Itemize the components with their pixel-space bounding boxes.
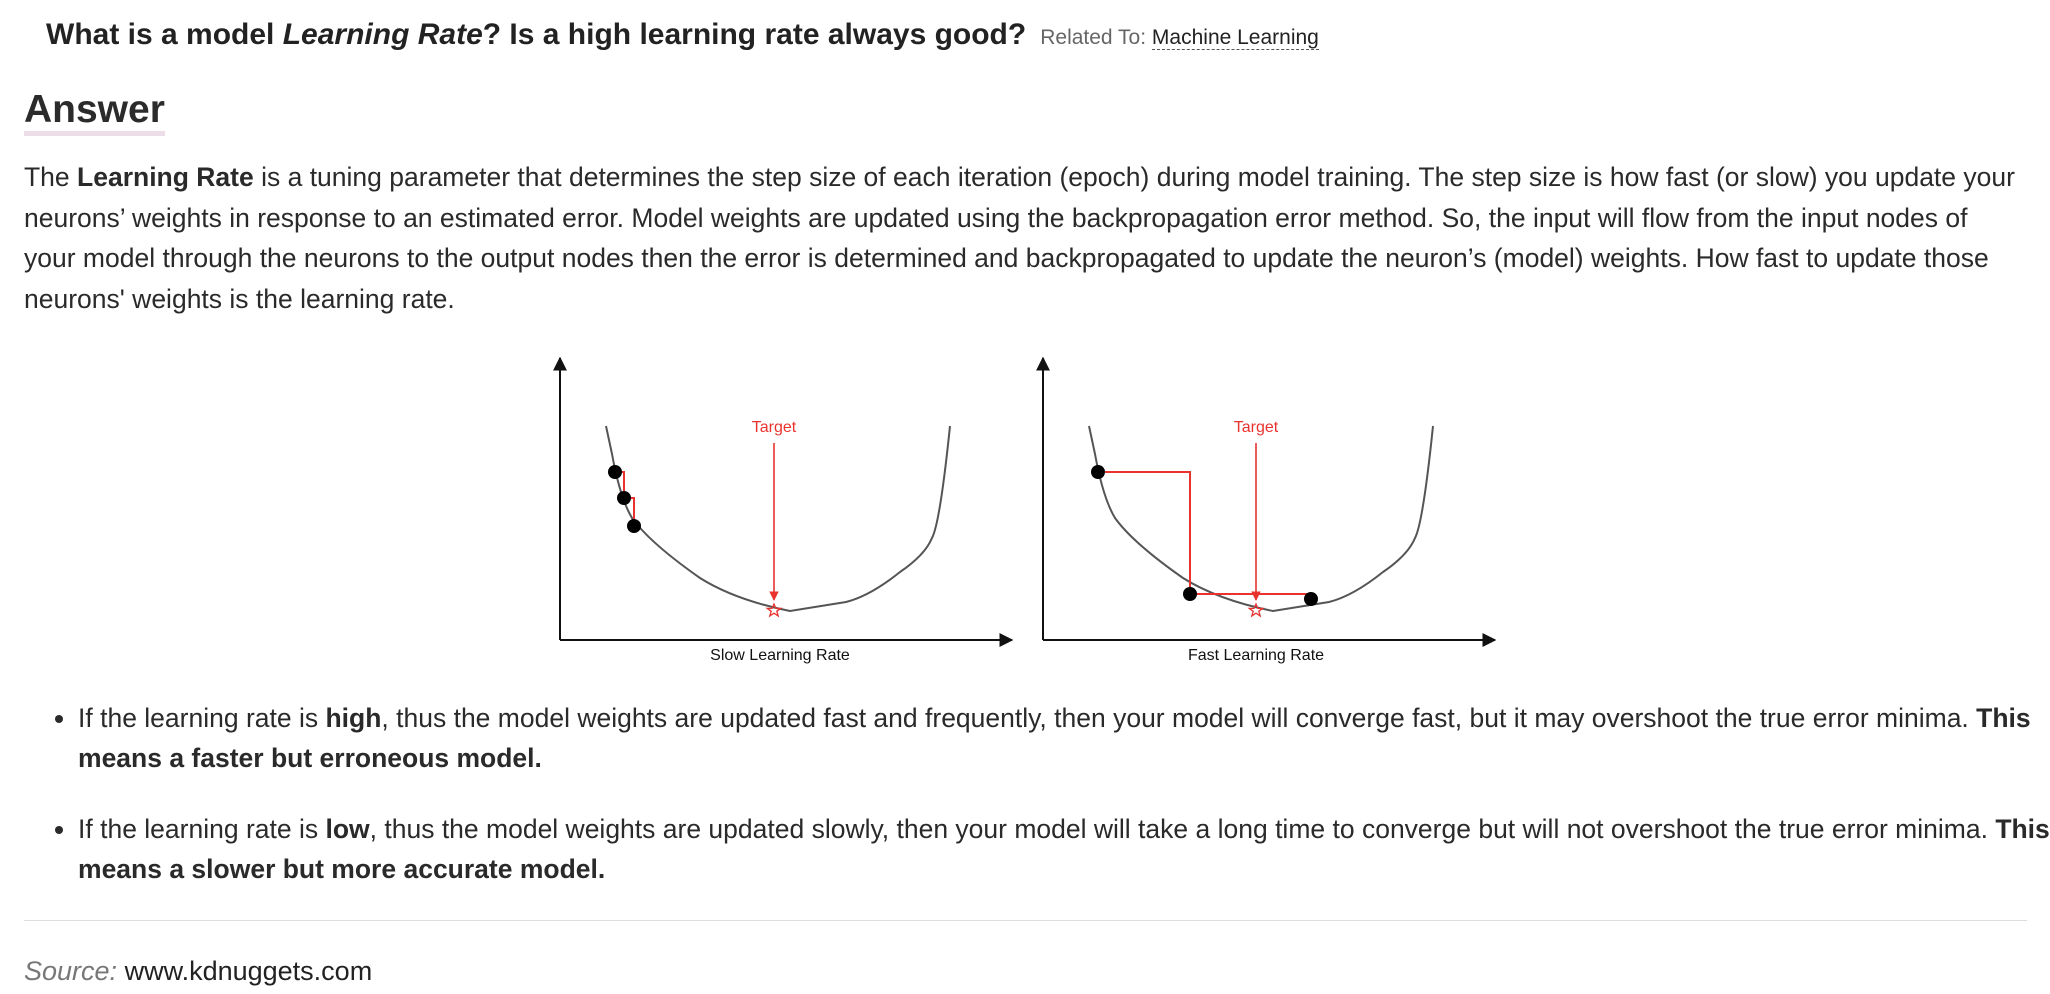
bullet-low-rate: If the learning rate is low, thus the mo… — [78, 809, 2050, 889]
bullet-high-rate: If the learning rate is high, thus the m… — [78, 698, 2050, 778]
question-title: What is a model Learning Rate? Is a high… — [46, 18, 1027, 51]
left-step-point — [617, 491, 631, 505]
divider — [24, 920, 2027, 921]
related-topic-link[interactable]: Machine Learning — [1151, 26, 1319, 50]
left-caption: Slow Learning Rate — [710, 647, 850, 664]
source-line: Source: www.kdnuggets.com — [24, 956, 372, 987]
left-loss-curve — [605, 425, 951, 613]
right-steps — [1098, 471, 1311, 595]
right-step-point — [1091, 465, 1105, 479]
related-to: Related To: Machine Learning — [1040, 26, 1319, 50]
question-header: What is a model Learning Rate? Is a high… — [46, 18, 1319, 52]
right-loss-curve — [1088, 425, 1434, 613]
question-title-emphasis: Learning Rate — [282, 18, 483, 51]
left-step-point — [608, 465, 622, 479]
answer-paragraph: The Learning Rate is a tuning parameter … — [24, 162, 2015, 314]
right-target-label: Target — [1234, 419, 1279, 436]
source-value: www.kdnuggets.com — [124, 956, 373, 986]
left-target-label: Target — [752, 419, 797, 436]
left-minimum-star — [765, 602, 783, 618]
right-minimum-star — [1247, 602, 1265, 618]
left-step-point — [627, 519, 641, 533]
fast-learning-rate-plot: Target Fast Learning Rate — [1036, 356, 1497, 664]
slow-learning-rate-plot: Target Slow Learning Rate — [553, 356, 1014, 664]
related-label: Related To: — [1040, 26, 1147, 49]
right-caption: Fast Learning Rate — [1188, 647, 1324, 664]
source-label: Source: — [24, 956, 118, 986]
right-step-point — [1304, 592, 1318, 606]
learning-rate-term: Learning Rate — [77, 162, 254, 192]
learning-rate-bullets: If the learning rate is high, thus the m… — [24, 698, 2050, 920]
right-step-point — [1183, 587, 1197, 601]
learning-rate-figure: Target Slow Learning Rate Target Fast Le… — [553, 356, 1497, 664]
answer-heading: Answer — [24, 88, 165, 136]
